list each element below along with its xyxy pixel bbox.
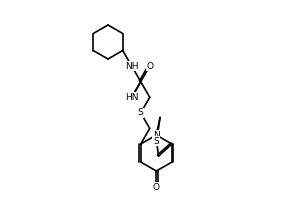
Text: O: O [146,62,153,71]
Text: NH: NH [125,62,139,71]
Text: HN: HN [125,93,139,102]
Text: S: S [154,137,160,146]
Text: O: O [153,183,160,192]
Text: N: N [153,131,160,140]
Text: S: S [138,108,144,117]
